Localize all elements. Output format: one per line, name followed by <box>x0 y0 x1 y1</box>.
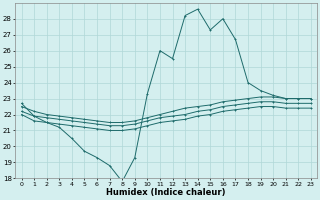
X-axis label: Humidex (Indice chaleur): Humidex (Indice chaleur) <box>107 188 226 197</box>
